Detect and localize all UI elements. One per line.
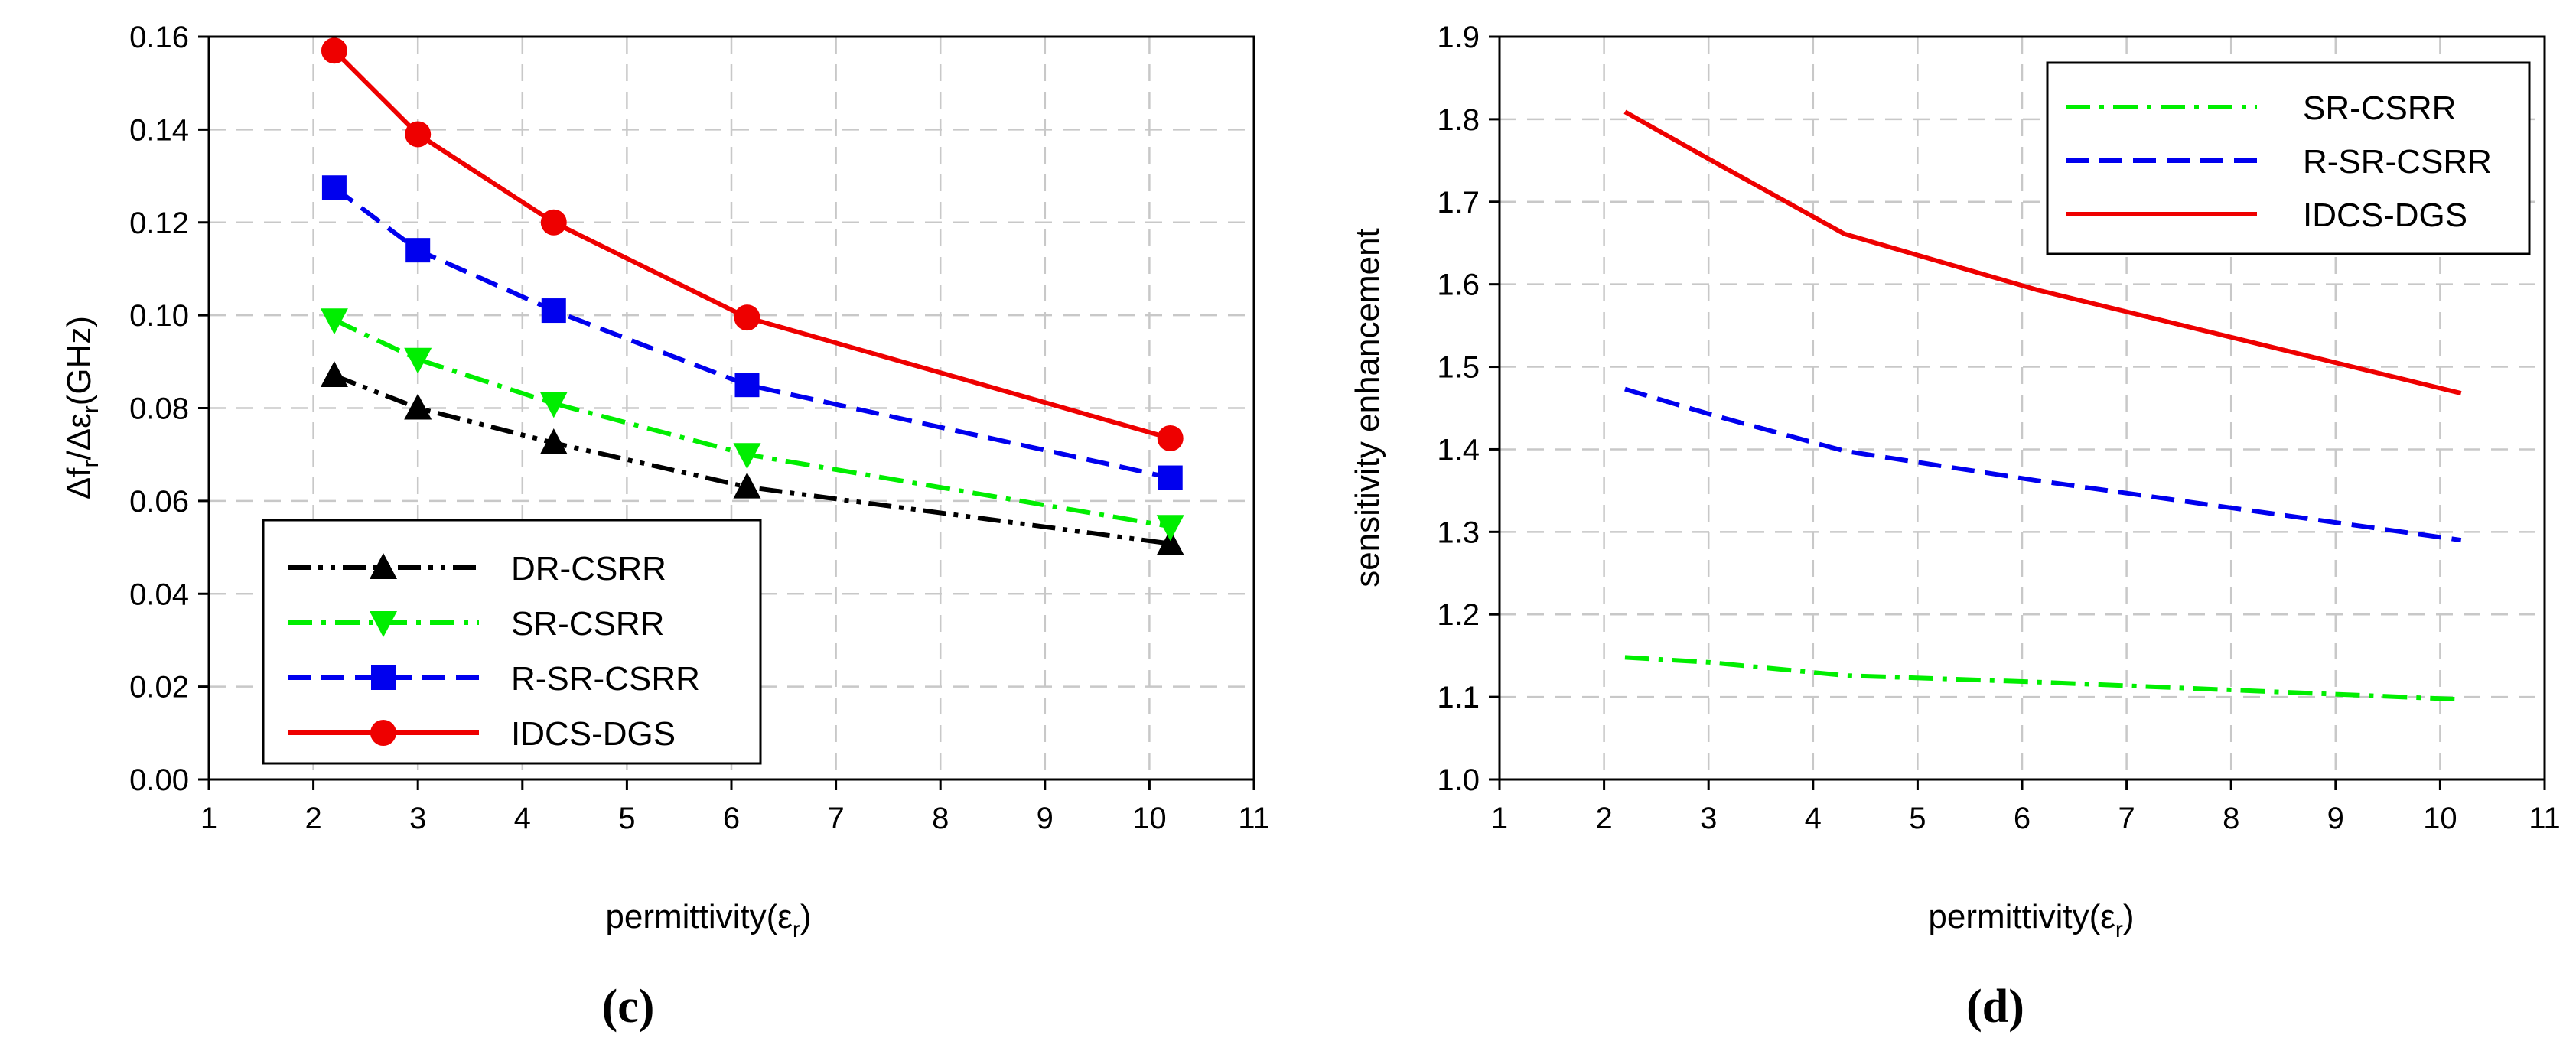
chart-d-legend: SR-CSRR R-SR-CSRR IDCS-DGS — [2046, 61, 2531, 255]
chart-c-x-axis-label: permittivity(εr) — [605, 898, 811, 942]
chart-c-frame — [207, 35, 1255, 781]
chart-d-y-tick-label: 1.4 — [1437, 433, 1480, 467]
chart-d-legend-label-r-sr-csrr: R-SR-CSRR — [2303, 143, 2492, 181]
chart-c-point-idcs-dgs — [321, 37, 347, 64]
chart-c-legend-marker-dr-csrr — [370, 553, 397, 579]
chart-c-point-r-sr-csrr — [734, 373, 760, 398]
chart-c-panel-label: (c) — [602, 981, 655, 1033]
chart-d-x-tick-label: 9 — [2327, 802, 2344, 835]
chart-d-x-tick-label: 7 — [2118, 802, 2135, 835]
chart-d-y-tick-label: 1.7 — [1437, 186, 1480, 220]
chart-c-point-idcs-dgs — [540, 209, 567, 236]
chart-d-legend-box — [2046, 61, 2531, 255]
chart-c-point-idcs-dgs — [405, 121, 432, 148]
chart-c-x-tick-label: 5 — [618, 802, 635, 835]
chart-c-x-ticks: 1 2 3 4 5 6 7 8 9 10 11 — [200, 779, 1270, 835]
chart-d-y-tick-label: 1.6 — [1437, 268, 1480, 302]
chart-c-legend-label-sr-csrr: SR-CSRR — [511, 605, 664, 643]
chart-d-frame — [1498, 35, 2546, 781]
chart-d-series-line-idcs-dgs — [1623, 109, 2462, 395]
chart-c-y-tick-label: 0.12 — [129, 207, 189, 240]
chart-c-x-tick-label: 1 — [200, 802, 217, 835]
chart-c-legend: DR-CSRR SR-CSRR R-SR-CSRR IDCS-DGS — [262, 519, 762, 765]
chart-c-x-tick-label: 10 — [1132, 802, 1167, 835]
chart-c-point-idcs-dgs — [1157, 425, 1184, 451]
chart-d-x-tick-label: 11 — [2529, 802, 2561, 835]
chart-c-y-tick-label: 0.08 — [129, 392, 189, 426]
chart-c-y-tick-label: 0.06 — [129, 485, 189, 519]
chart-c-x-tick-label: 9 — [1037, 802, 1054, 835]
chart-c-y-tick-label: 0.10 — [129, 299, 189, 333]
chart-c-point-sr-csrr — [320, 308, 348, 335]
chart-d-legend-label-sr-csrr: SR-CSRR — [2303, 89, 2456, 127]
chart-d-x-tick-label: 1 — [1491, 802, 1508, 835]
chart-d-y-tick-label: 1.0 — [1437, 763, 1480, 797]
chart-c: 1 2 3 4 5 6 7 8 9 10 11 0.000.020.040.060.080.100.… — [60, 21, 1270, 1033]
chart-c-x-tick-label: 4 — [514, 802, 531, 835]
chart-c-point-r-sr-csrr — [1158, 465, 1183, 490]
chart-c-point-sr-csrr — [404, 347, 432, 374]
chart-c-x-tick-label: 3 — [409, 802, 426, 835]
chart-c-legend-label-dr-csrr: DR-CSRR — [511, 550, 666, 587]
chart-c-x-tick-label: 11 — [1238, 802, 1270, 835]
chart-d-x-ticks: 1 2 3 4 5 6 7 8 9 10 11 — [1491, 779, 2561, 835]
chart-d-x-tick-label: 8 — [2223, 802, 2239, 835]
chart-c-y-tick-label: 0.16 — [129, 21, 189, 54]
chart-d-y-tick-label: 1.1 — [1437, 681, 1480, 714]
chart-c-point-sr-csrr — [539, 392, 568, 418]
chart-c-y-tick-label: 0.04 — [129, 578, 189, 611]
chart-d-x-tick-label: 3 — [1700, 802, 1717, 835]
chart-c-point-dr-csrr — [539, 428, 568, 455]
chart-c-legend-label-r-sr-csrr: R-SR-CSRR — [511, 660, 700, 698]
chart-d-x-tick-label: 6 — [2014, 802, 2031, 835]
chart-c-point-dr-csrr — [733, 472, 761, 499]
chart-c-series — [320, 37, 1184, 555]
chart-d-x-tick-label: 10 — [2423, 802, 2457, 835]
chart-c-series-line-sr-csrr — [333, 317, 1171, 529]
chart-c-legend-marker-r-sr-csrr — [371, 665, 396, 690]
chart-c-y-tick-label: 0.00 — [129, 763, 189, 797]
chart-c-y-tick-label: 0.02 — [129, 671, 189, 704]
chart-c-point-dr-csrr — [1156, 529, 1184, 555]
chart-c-y-tick-label: 0.14 — [129, 113, 189, 147]
chart-c-x-tick-label: 7 — [827, 802, 844, 835]
chart-c-point-sr-csrr — [733, 443, 761, 470]
chart-c-legend-box — [262, 519, 762, 765]
chart-d-legend-label-idcs-dgs: IDCS-DGS — [2303, 197, 2467, 234]
chart-c-point-idcs-dgs — [734, 304, 760, 331]
chart-d-x-tick-label: 5 — [1909, 802, 1926, 835]
chart-d-y-tick-label: 1.3 — [1437, 516, 1480, 549]
chart-d-panel-label: (d) — [1966, 981, 2024, 1033]
chart-d-y-tick-label: 1.5 — [1437, 351, 1480, 385]
chart-c-x-tick-label: 2 — [304, 802, 321, 835]
chart-c-x-tick-label: 8 — [932, 802, 949, 835]
chart-c-point-sr-csrr — [1156, 515, 1184, 542]
chart-c-legend-marker-idcs-dgs — [370, 720, 396, 746]
chart-d-y-tick-label: 1.9 — [1437, 21, 1480, 54]
chart-d-x-tick-label: 4 — [1805, 802, 1822, 835]
chart-c-point-r-sr-csrr — [321, 175, 347, 200]
chart-c-point-r-sr-csrr — [541, 298, 566, 324]
chart-d-series-line-sr-csrr — [1624, 655, 2461, 702]
chart-c-point-dr-csrr — [404, 393, 432, 420]
chart-c-point-r-sr-csrr — [405, 238, 431, 263]
chart-c-y-axis-label: Δfr/Δεr(GHz) — [60, 316, 103, 499]
chart-c-legend-marker-sr-csrr — [370, 611, 397, 637]
chart-d-x-axis-label: permittivity(εr) — [1928, 898, 2134, 942]
chart-d-series — [1623, 109, 2462, 702]
chart-c-y-ticks: 0.00 0.02 0.04 0.06 0.08 0.10 0.12 0.14 0.16 — [129, 21, 209, 797]
chart-d: 1 2 3 4 5 6 7 8 9 10 11 1.01.11.21.31.41.51.61.71.… — [1349, 21, 2561, 1033]
chart-d-y-tick-label: 1.2 — [1437, 598, 1480, 632]
chart-d-y-ticks: 1.0 1.1 1.2 1.3 1.4 1.5 1.6 1.7 1.8 1.9 — [1437, 21, 1500, 797]
chart-c-point-dr-csrr — [320, 361, 348, 388]
chart-c-legend-label-idcs-dgs: IDCS-DGS — [511, 715, 676, 753]
chart-d-y-axis-label: sensitivity enhancement — [1349, 228, 1386, 587]
chart-c-x-tick-label: 6 — [723, 802, 740, 835]
chart-d-y-tick-label: 1.8 — [1437, 103, 1480, 137]
chart-d-x-tick-label: 2 — [1595, 802, 1612, 835]
